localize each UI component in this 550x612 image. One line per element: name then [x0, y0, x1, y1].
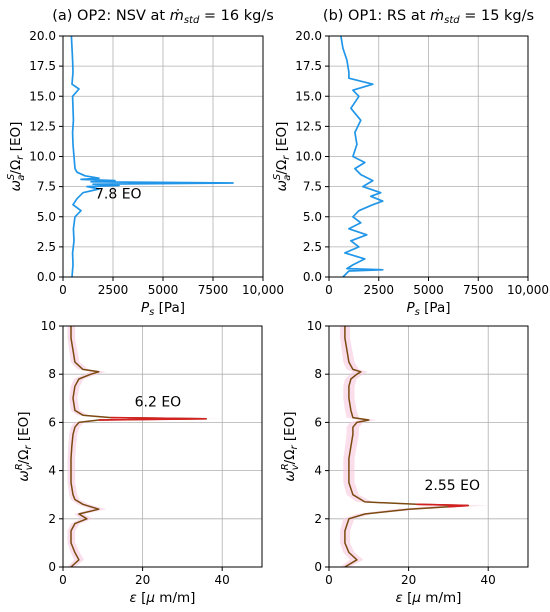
- x-tick-label: 2500: [98, 283, 129, 297]
- y-axis-label: ωSa/Ωr [EO]: [6, 122, 27, 192]
- x-tick-label: 0: [325, 573, 333, 587]
- y-axis-label: ωSa/Ωr [EO]: [272, 122, 293, 192]
- y-tick-label: 12.5: [29, 119, 56, 133]
- axes-frame: [62, 325, 263, 568]
- y-tick-label: 2: [314, 512, 322, 526]
- y-tick-label: 8: [48, 367, 56, 381]
- y-tick-label: 8: [314, 367, 322, 381]
- x-tick-label: 5000: [148, 283, 179, 297]
- x-tick-label: 40: [481, 573, 496, 587]
- data-line: [70, 35, 234, 278]
- y-tick-label: 10: [41, 319, 56, 333]
- y-tick-label: 5.0: [37, 210, 56, 224]
- x-tick-label: 0: [59, 283, 67, 297]
- peak-annotation: 6.2 EO: [135, 395, 182, 411]
- y-tick-label: 0: [48, 560, 56, 574]
- x-tick-label: 7500: [463, 283, 494, 297]
- x-tick-label: 0: [325, 283, 333, 297]
- y-tick-label: 4: [48, 464, 56, 478]
- y-tick-label: 15.0: [29, 89, 56, 103]
- x-tick-label: 40: [215, 573, 230, 587]
- y-tick-label: 7.5: [303, 180, 322, 194]
- x-tick-label: 2500: [363, 283, 394, 297]
- chart-title: (b) OP1: RS at ṁstd = 15 kg/s: [323, 8, 534, 26]
- data-line: [344, 326, 470, 568]
- y-tick-label: 6: [314, 415, 322, 429]
- y-tick-label: 2.5: [303, 240, 322, 254]
- peak-annotation: 7.8 EO: [95, 187, 142, 203]
- y-tick-label: 20.0: [29, 29, 56, 43]
- x-tick-label: 20: [135, 573, 150, 587]
- chart-panel: 0 20 40 0 2 4 6 8 10 ε [μ m/m] ωRv/Ωr [EO] 2.55 EO: [280, 319, 529, 606]
- chart-panel: 0 2500 5000 7500 10,000 0.0 2.5 5.0 7.5 10.0 12.5 1…: [272, 8, 549, 318]
- y-tick-label: 4: [314, 464, 322, 478]
- y-tick-label: 0.0: [37, 270, 56, 284]
- x-axis-label: Ps [Pa]: [406, 300, 450, 318]
- data-line: [340, 35, 384, 278]
- axes-frame: [328, 325, 529, 568]
- x-tick-label: 5000: [413, 283, 444, 297]
- y-tick-label: 12.5: [295, 119, 322, 133]
- peak-segment: [416, 503, 469, 508]
- y-tick-label: 5.0: [303, 210, 322, 224]
- peak-segment: [98, 416, 207, 421]
- y-axis-label: ωRv/Ωr [EO]: [280, 411, 301, 481]
- x-axis-label: ε [μ m/m]: [130, 590, 196, 606]
- uncertainty-band: [340, 326, 489, 567]
- peak-annotation: 2.55 EO: [425, 478, 481, 494]
- y-tick-label: 17.5: [29, 59, 56, 73]
- y-tick-label: 10.0: [295, 150, 322, 164]
- y-tick-label: 20.0: [295, 29, 322, 43]
- y-tick-label: 10.0: [29, 150, 56, 164]
- chart-panel: 0 20 40 0 2 4 6 8 10 ε [μ m/m] ωRv/Ωr [EO] 6.2 EO: [14, 319, 263, 606]
- y-tick-label: 7.5: [37, 180, 56, 194]
- y-tick-label: 10: [307, 319, 322, 333]
- y-tick-label: 17.5: [295, 59, 322, 73]
- y-tick-label: 0: [314, 560, 322, 574]
- uncertainty-band: [67, 326, 227, 567]
- x-tick-label: 10,000: [507, 283, 549, 297]
- y-axis-label: ωRv/Ωr [EO]: [14, 411, 35, 481]
- x-tick-label: 20: [401, 573, 416, 587]
- chart-panel: 0 2500 5000 7500 10,000 0.0 2.5 5.0 7.5 10.0 12.5 1…: [6, 8, 284, 318]
- x-axis-label: ε [μ m/m]: [396, 590, 462, 606]
- chart-title: (a) OP2: NSV at ṁstd = 16 kg/s: [52, 8, 274, 26]
- y-tick-label: 15.0: [295, 89, 322, 103]
- x-axis-label: Ps [Pa]: [141, 300, 185, 318]
- y-tick-label: 2.5: [37, 240, 56, 254]
- y-tick-label: 2: [48, 512, 56, 526]
- x-tick-label: 10,000: [242, 283, 284, 297]
- data-line: [70, 326, 208, 568]
- y-tick-label: 0.0: [303, 270, 322, 284]
- x-tick-label: 7500: [198, 283, 229, 297]
- x-tick-label: 0: [59, 573, 67, 587]
- y-tick-label: 6: [48, 415, 56, 429]
